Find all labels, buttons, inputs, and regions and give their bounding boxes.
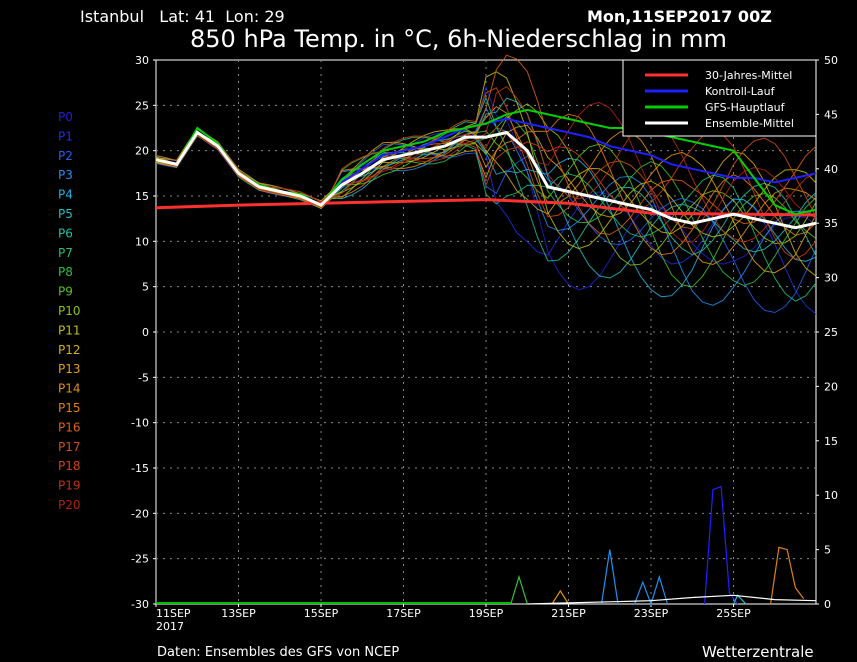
brand-label: Wetterzentrale (702, 643, 814, 661)
run-date-label: Mon,11SEP2017 00Z (587, 7, 772, 26)
y-left-tick-label: -20 (131, 507, 149, 520)
member-label-p5: P5 (58, 207, 73, 221)
y-left-tick-label: 0 (142, 326, 149, 339)
legend-label: 30-Jahres-Mittel (705, 69, 792, 82)
precip-line-6 (633, 574, 669, 606)
y-left-tick-label: 10 (135, 235, 149, 248)
series-line-3 (155, 130, 817, 230)
y-left-tick-label: -15 (131, 462, 149, 475)
member-label-p1: P1 (58, 129, 73, 143)
precip-line-4 (510, 574, 528, 605)
precip-line-5 (551, 589, 570, 605)
x-tick-label: 23SEP (634, 607, 669, 620)
member-label-p2: P2 (58, 149, 73, 163)
location-label: Istanbul Lat: 41 Lon: 29 (80, 7, 285, 26)
member-label-p16: P16 (58, 420, 81, 434)
member-line-p10 (155, 103, 817, 266)
member-label-p9: P9 (58, 285, 73, 299)
x-tick-label: 19SEP (469, 607, 504, 620)
member-label-p11: P11 (58, 323, 81, 337)
y-left-tick-label: -10 (131, 417, 149, 430)
y-right-tick-label: 25 (824, 326, 838, 339)
y-right-tick-label: 35 (824, 217, 838, 230)
member-label-p13: P13 (58, 362, 81, 376)
y-right-tick-label: 10 (824, 489, 838, 502)
member-label-p15: P15 (58, 401, 81, 415)
x-tick-label: 17SEP (386, 607, 421, 620)
member-label-p19: P19 (58, 479, 81, 493)
y-right-tick-label: 40 (824, 163, 838, 176)
x-year-label: 2017 (156, 620, 184, 633)
member-label-p17: P17 (58, 440, 81, 454)
x-tick-label: 21SEP (551, 607, 586, 620)
member-label-p0: P0 (58, 110, 73, 124)
y-left-tick-label: -5 (138, 371, 149, 384)
series-group (155, 54, 817, 315)
y-left-tick-label: 20 (135, 145, 149, 158)
member-labels: P0 P1 P2 P3 P4 P5 P6 P7 P8 P9 P10 P11 P12 P13 P14 P15 P1… (58, 110, 81, 512)
x-tick-label: 15SEP (304, 607, 339, 620)
precip-line-3 (770, 546, 805, 605)
member-line-p19 (155, 86, 817, 243)
series-line-0 (155, 198, 817, 217)
member-label-p8: P8 (58, 265, 73, 279)
member-line-p0 (155, 85, 817, 291)
y-right-tick-label: 45 (824, 108, 838, 121)
member-label-p18: P18 (58, 459, 81, 473)
member-label-p4: P4 (58, 188, 73, 202)
chart-title: 850 hPa Temp. in °C, 6h-Niederschlag in … (190, 25, 727, 53)
x-tick-label: 11SEP (156, 607, 191, 620)
y-right-tick-label: 50 (824, 54, 838, 67)
y-right-tick-label: 30 (824, 272, 838, 285)
precip-line-1 (600, 549, 619, 605)
y-left-tick-label: -30 (131, 598, 149, 611)
y-axis-left: 30 25 20 15 10 5 0 -5 -10 -15 -20 -25 -30 (131, 54, 156, 611)
y-right-tick-label: 15 (824, 435, 838, 448)
y-left-tick-label: -25 (131, 553, 149, 566)
precip-line-7 (527, 594, 817, 605)
y-right-tick-label: 0 (824, 598, 831, 611)
x-axis: 11SEP 13SEP 15SEP 17SEP 19SEP 21SEP 23SEP 25SEP… (155, 604, 751, 633)
legend-label: Ensemble-Mittel (705, 117, 794, 130)
member-label-p10: P10 (58, 304, 81, 318)
precip-line-0 (704, 485, 739, 605)
y-right-tick-label: 20 (824, 380, 838, 393)
y-left-tick-label: 5 (142, 281, 149, 294)
precipitation-group (156, 485, 817, 606)
legend: 30-Jahres-Mittel Kontroll-Lauf GFS-Hauptla… (622, 59, 817, 137)
y-left-tick-label: 30 (135, 54, 149, 67)
y-left-tick-label: 25 (135, 99, 149, 112)
member-label-p20: P20 (58, 498, 81, 512)
member-label-p14: P14 (58, 382, 81, 396)
member-label-p7: P7 (58, 246, 73, 260)
y-left-tick-label: 15 (135, 190, 149, 203)
member-label-p6: P6 (58, 226, 73, 240)
y-right-tick-label: 5 (824, 544, 831, 557)
member-label-p3: P3 (58, 168, 73, 182)
legend-label: Kontroll-Lauf (705, 85, 776, 98)
x-tick-label: 25SEP (716, 607, 751, 620)
source-label: Daten: Ensembles des GFS von NCEP (157, 645, 399, 660)
x-tick-label: 13SEP (221, 607, 256, 620)
legend-label: GFS-Hauptlauf (705, 101, 786, 114)
member-label-p12: P12 (58, 343, 81, 357)
